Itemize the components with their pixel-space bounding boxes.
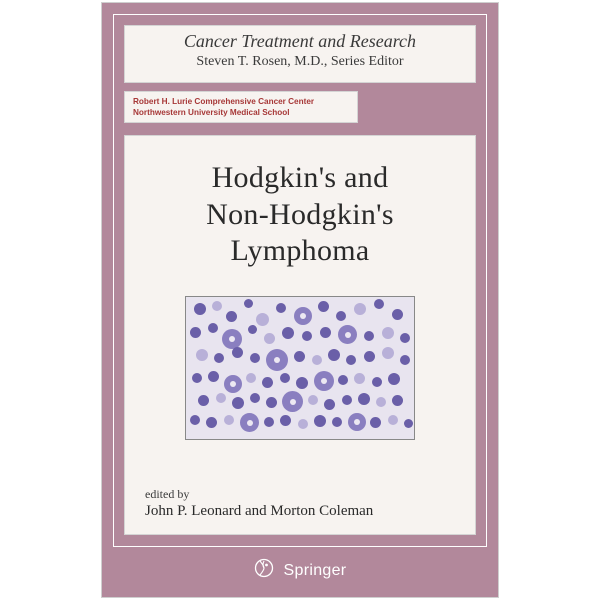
histology-micrograph xyxy=(185,296,415,440)
editors-block: edited by John P. Leonard and Morton Col… xyxy=(145,487,373,520)
book-cover: Cancer Treatment and Research Steven T. … xyxy=(101,2,499,598)
publisher-name: Springer xyxy=(284,562,347,580)
edited-by-label: edited by xyxy=(145,487,373,502)
affiliation-line-2: Northwestern University Medical School xyxy=(133,107,349,118)
series-editor: Steven T. Rosen, M.D., Series Editor xyxy=(125,54,475,70)
publisher-footer: Springer xyxy=(102,558,498,583)
series-box: Cancer Treatment and Research Steven T. … xyxy=(124,25,476,83)
affiliation-box: Robert H. Lurie Comprehensive Cancer Cen… xyxy=(124,91,358,123)
title-line-1: Hodgkin's and xyxy=(145,160,455,197)
book-title: Hodgkin's and Non-Hodgkin's Lymphoma xyxy=(145,160,455,270)
main-panel: Hodgkin's and Non-Hodgkin's Lymphoma xyxy=(124,135,476,535)
affiliation-line-1: Robert H. Lurie Comprehensive Cancer Cen… xyxy=(133,96,349,107)
title-line-2: Non-Hodgkin's xyxy=(145,197,455,234)
series-title: Cancer Treatment and Research xyxy=(125,31,475,52)
springer-logo-icon xyxy=(254,558,274,583)
title-line-3: Lymphoma xyxy=(145,233,455,270)
editor-names: John P. Leonard and Morton Coleman xyxy=(145,503,373,520)
